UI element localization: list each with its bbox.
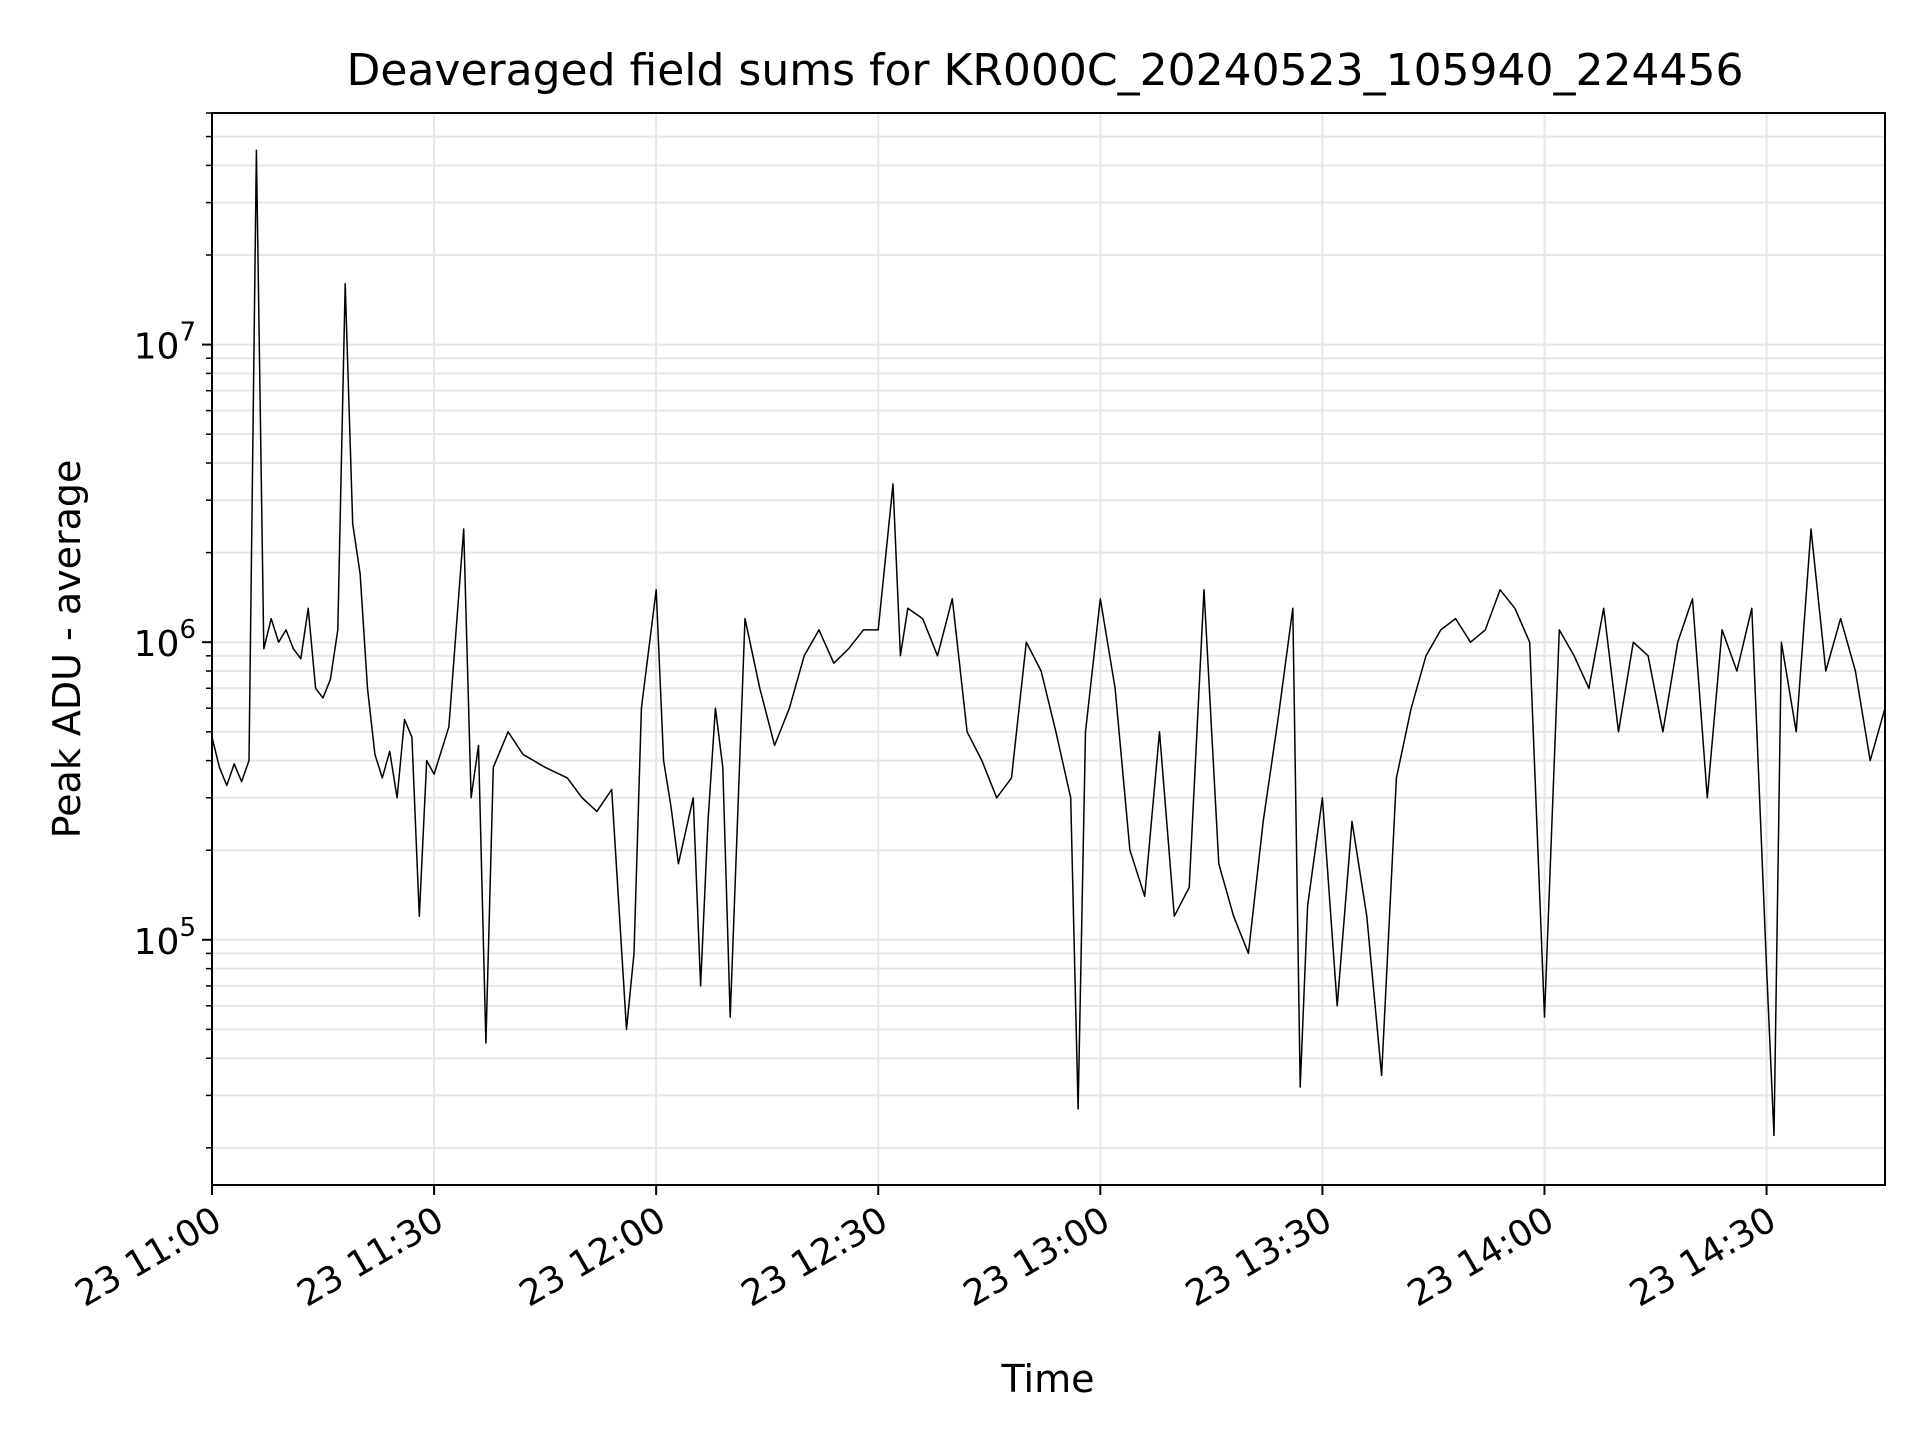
data-series-line xyxy=(211,149,1886,1137)
y-tick-label: 106 xyxy=(134,615,196,665)
plot-frame xyxy=(211,112,1886,1186)
y-tick-label: 105 xyxy=(134,913,196,963)
chart-title: Deaveraged field sums for KR000C_2024052… xyxy=(347,45,1744,96)
y-axis-label: Peak ADU - average xyxy=(45,460,89,839)
y-tick-label: 107 xyxy=(134,318,196,368)
series-layer xyxy=(211,149,1886,1137)
x-axis-label: Time xyxy=(1001,1357,1095,1401)
